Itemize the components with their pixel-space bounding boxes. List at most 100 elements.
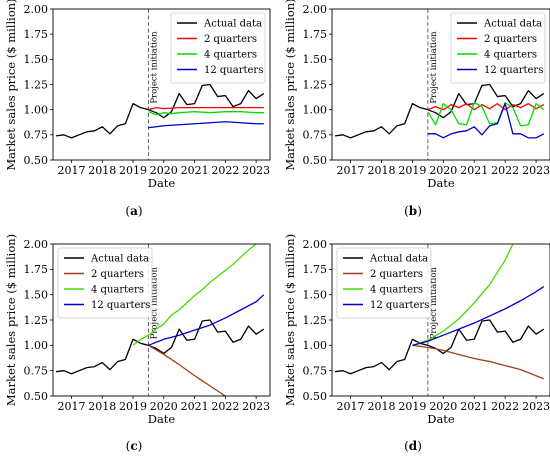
y-axis-label-b: Market sales price ($ million): [283, 0, 297, 171]
series-line-c-2-quarters: [148, 344, 226, 396]
chart-panel-b: 0.50 0.75 1.00 1.25 1.50 1.75 2.00 2017 2018 2019…: [283, 0, 550, 218]
x-tick-label-d-4: 2021: [460, 400, 488, 413]
x-tick-label-d-1: 2018: [367, 400, 395, 413]
legend-label-b-0: Actual data: [483, 19, 542, 30]
series-line-a-4-quarters: [148, 111, 264, 116]
x-tick-label-b-0: 2017: [337, 164, 365, 177]
plot-frame-d: [331, 243, 550, 397]
y-tick-label-b-4: 1.50: [303, 53, 328, 66]
panel-caption-a: (a): [125, 204, 142, 218]
x-tick-label-c-5: 2022: [211, 400, 239, 413]
plot-frame-c: [52, 243, 271, 397]
y-tick-label-b-1: 0.75: [303, 129, 328, 142]
y-tick-label-c-1: 0.75: [24, 364, 49, 377]
series-line-d-4-quarters: [412, 244, 514, 346]
y-tick-label-a-5: 1.75: [24, 28, 49, 41]
legend-label-a-0: Actual data: [203, 19, 262, 30]
legend-c: Actual data 2 quarters 4 quarters 12 quarte…: [57, 247, 153, 319]
x-axis-label-b: Date: [427, 176, 455, 190]
x-tick-label-d-0: 2017: [337, 400, 365, 413]
x-tick-label-d-2: 2019: [398, 400, 426, 413]
chart-panel-d: 0.50 0.75 1.00 1.25 1.50 1.75 2.00 2017 2018 2019…: [283, 234, 550, 453]
legend-label-b-1: 2 quarters: [484, 34, 537, 45]
y-tick-label-a-3: 1.25: [24, 78, 49, 91]
x-tick-label-c-3: 2020: [150, 400, 178, 413]
series-line-d-actual-data: [335, 319, 545, 375]
legend-b: Actual data 2 quarters 4 quarters 12 quarte…: [450, 12, 546, 84]
legend-label-c-1: 2 quarters: [91, 269, 144, 280]
x-tick-label-b-3: 2020: [429, 164, 457, 177]
legend-box-a: [170, 12, 266, 84]
x-tick-label-b-4: 2021: [460, 164, 488, 177]
plot-frame-a: [52, 8, 271, 161]
legend-d: Actual data 2 quarters 4 quarters 12 quarte…: [336, 247, 432, 319]
y-tick-label-b-5: 1.75: [303, 28, 328, 41]
panel-caption-b: (b): [404, 204, 422, 218]
x-tick-label-d-5: 2022: [491, 400, 519, 413]
legend-label-d-2: 4 quarters: [370, 285, 423, 296]
y-tick-label-d-6: 2.00: [303, 238, 328, 251]
y-tick-label-d-0: 0.50: [303, 390, 328, 403]
legend-label-a-1: 2 quarters: [204, 34, 257, 45]
y-tick-label-a-2: 1.00: [24, 103, 49, 116]
y-axis-label-a: Market sales price ($ million): [4, 0, 18, 171]
y-tick-label-c-5: 1.75: [24, 263, 49, 276]
legend-label-b-3: 12 quarters: [484, 65, 543, 76]
panel-caption-d: (d): [404, 439, 422, 453]
y-tick-label-d-2: 1.00: [303, 339, 328, 352]
series-line-c-12-quarters: [148, 294, 265, 346]
x-tick-label-c-1: 2018: [88, 400, 116, 413]
legend-label-d-0: Actual data: [369, 254, 428, 265]
project-initiation-label-d: Project initiation: [429, 267, 439, 340]
x-tick-label-b-6: 2023: [522, 164, 550, 177]
y-tick-label-c-0: 0.50: [24, 390, 49, 403]
legend-label-c-0: Actual data: [90, 254, 149, 265]
x-axis-label-c: Date: [148, 412, 176, 426]
x-axis-label-a: Date: [148, 176, 176, 190]
panel-caption-c: (c): [126, 439, 143, 453]
x-tick-label-c-4: 2021: [181, 400, 209, 413]
legend-label-d-3: 12 quarters: [370, 300, 429, 311]
series-line-b-4-quarters: [427, 101, 545, 127]
y-tick-label-b-0: 0.50: [303, 154, 328, 167]
project-initiation-label-b: Project initiation: [429, 31, 439, 104]
y-tick-label-a-1: 0.75: [24, 129, 49, 142]
y-tick-label-c-3: 1.25: [24, 314, 49, 327]
series-line-a-2-quarters: [148, 107, 264, 111]
y-tick-label-a-6: 2.00: [24, 3, 49, 16]
series-line-c-actual-data: [55, 319, 265, 375]
y-tick-label-a-4: 1.50: [24, 53, 49, 66]
x-tick-label-d-6: 2023: [522, 400, 550, 413]
x-tick-label-a-4: 2021: [181, 164, 209, 177]
x-tick-label-a-5: 2022: [211, 164, 239, 177]
legend-box-c: [57, 247, 153, 319]
project-initiation-label-a: Project initiation: [149, 31, 159, 104]
x-tick-label-d-3: 2020: [429, 400, 457, 413]
x-tick-label-c-6: 2023: [242, 400, 270, 413]
x-tick-label-b-1: 2018: [367, 164, 395, 177]
y-axis-label-c: Market sales price ($ million): [4, 234, 18, 406]
legend-label-c-2: 4 quarters: [91, 285, 144, 296]
y-tick-label-d-3: 1.25: [303, 314, 328, 327]
chart-panel-a: 0.50 0.75 1.00 1.25 1.50 1.75 2.00 2017 2018 2019…: [4, 0, 271, 218]
x-tick-label-c-2: 2019: [119, 400, 147, 413]
series-line-c-4-quarters: [132, 244, 257, 346]
project-initiation-label-c: Project initiation: [149, 267, 159, 340]
plot-frame-b: [331, 8, 550, 161]
x-axis-label-d: Date: [427, 412, 455, 426]
series-line-d-12-quarters: [412, 286, 545, 346]
y-tick-label-b-2: 1.00: [303, 103, 328, 116]
legend-label-b-2: 4 quarters: [484, 50, 537, 61]
x-tick-label-b-5: 2022: [491, 164, 519, 177]
series-line-a-12-quarters: [148, 121, 264, 129]
y-tick-label-c-2: 1.00: [24, 339, 49, 352]
series-line-d-2-quarters: [412, 344, 545, 380]
y-tick-label-c-4: 1.50: [24, 288, 49, 301]
y-axis-label-d: Market sales price ($ million): [283, 234, 297, 406]
y-tick-label-d-5: 1.75: [303, 263, 328, 276]
x-tick-label-a-2: 2019: [119, 164, 147, 177]
series-line-b-12-quarters: [427, 102, 545, 139]
x-tick-label-b-2: 2019: [398, 164, 426, 177]
